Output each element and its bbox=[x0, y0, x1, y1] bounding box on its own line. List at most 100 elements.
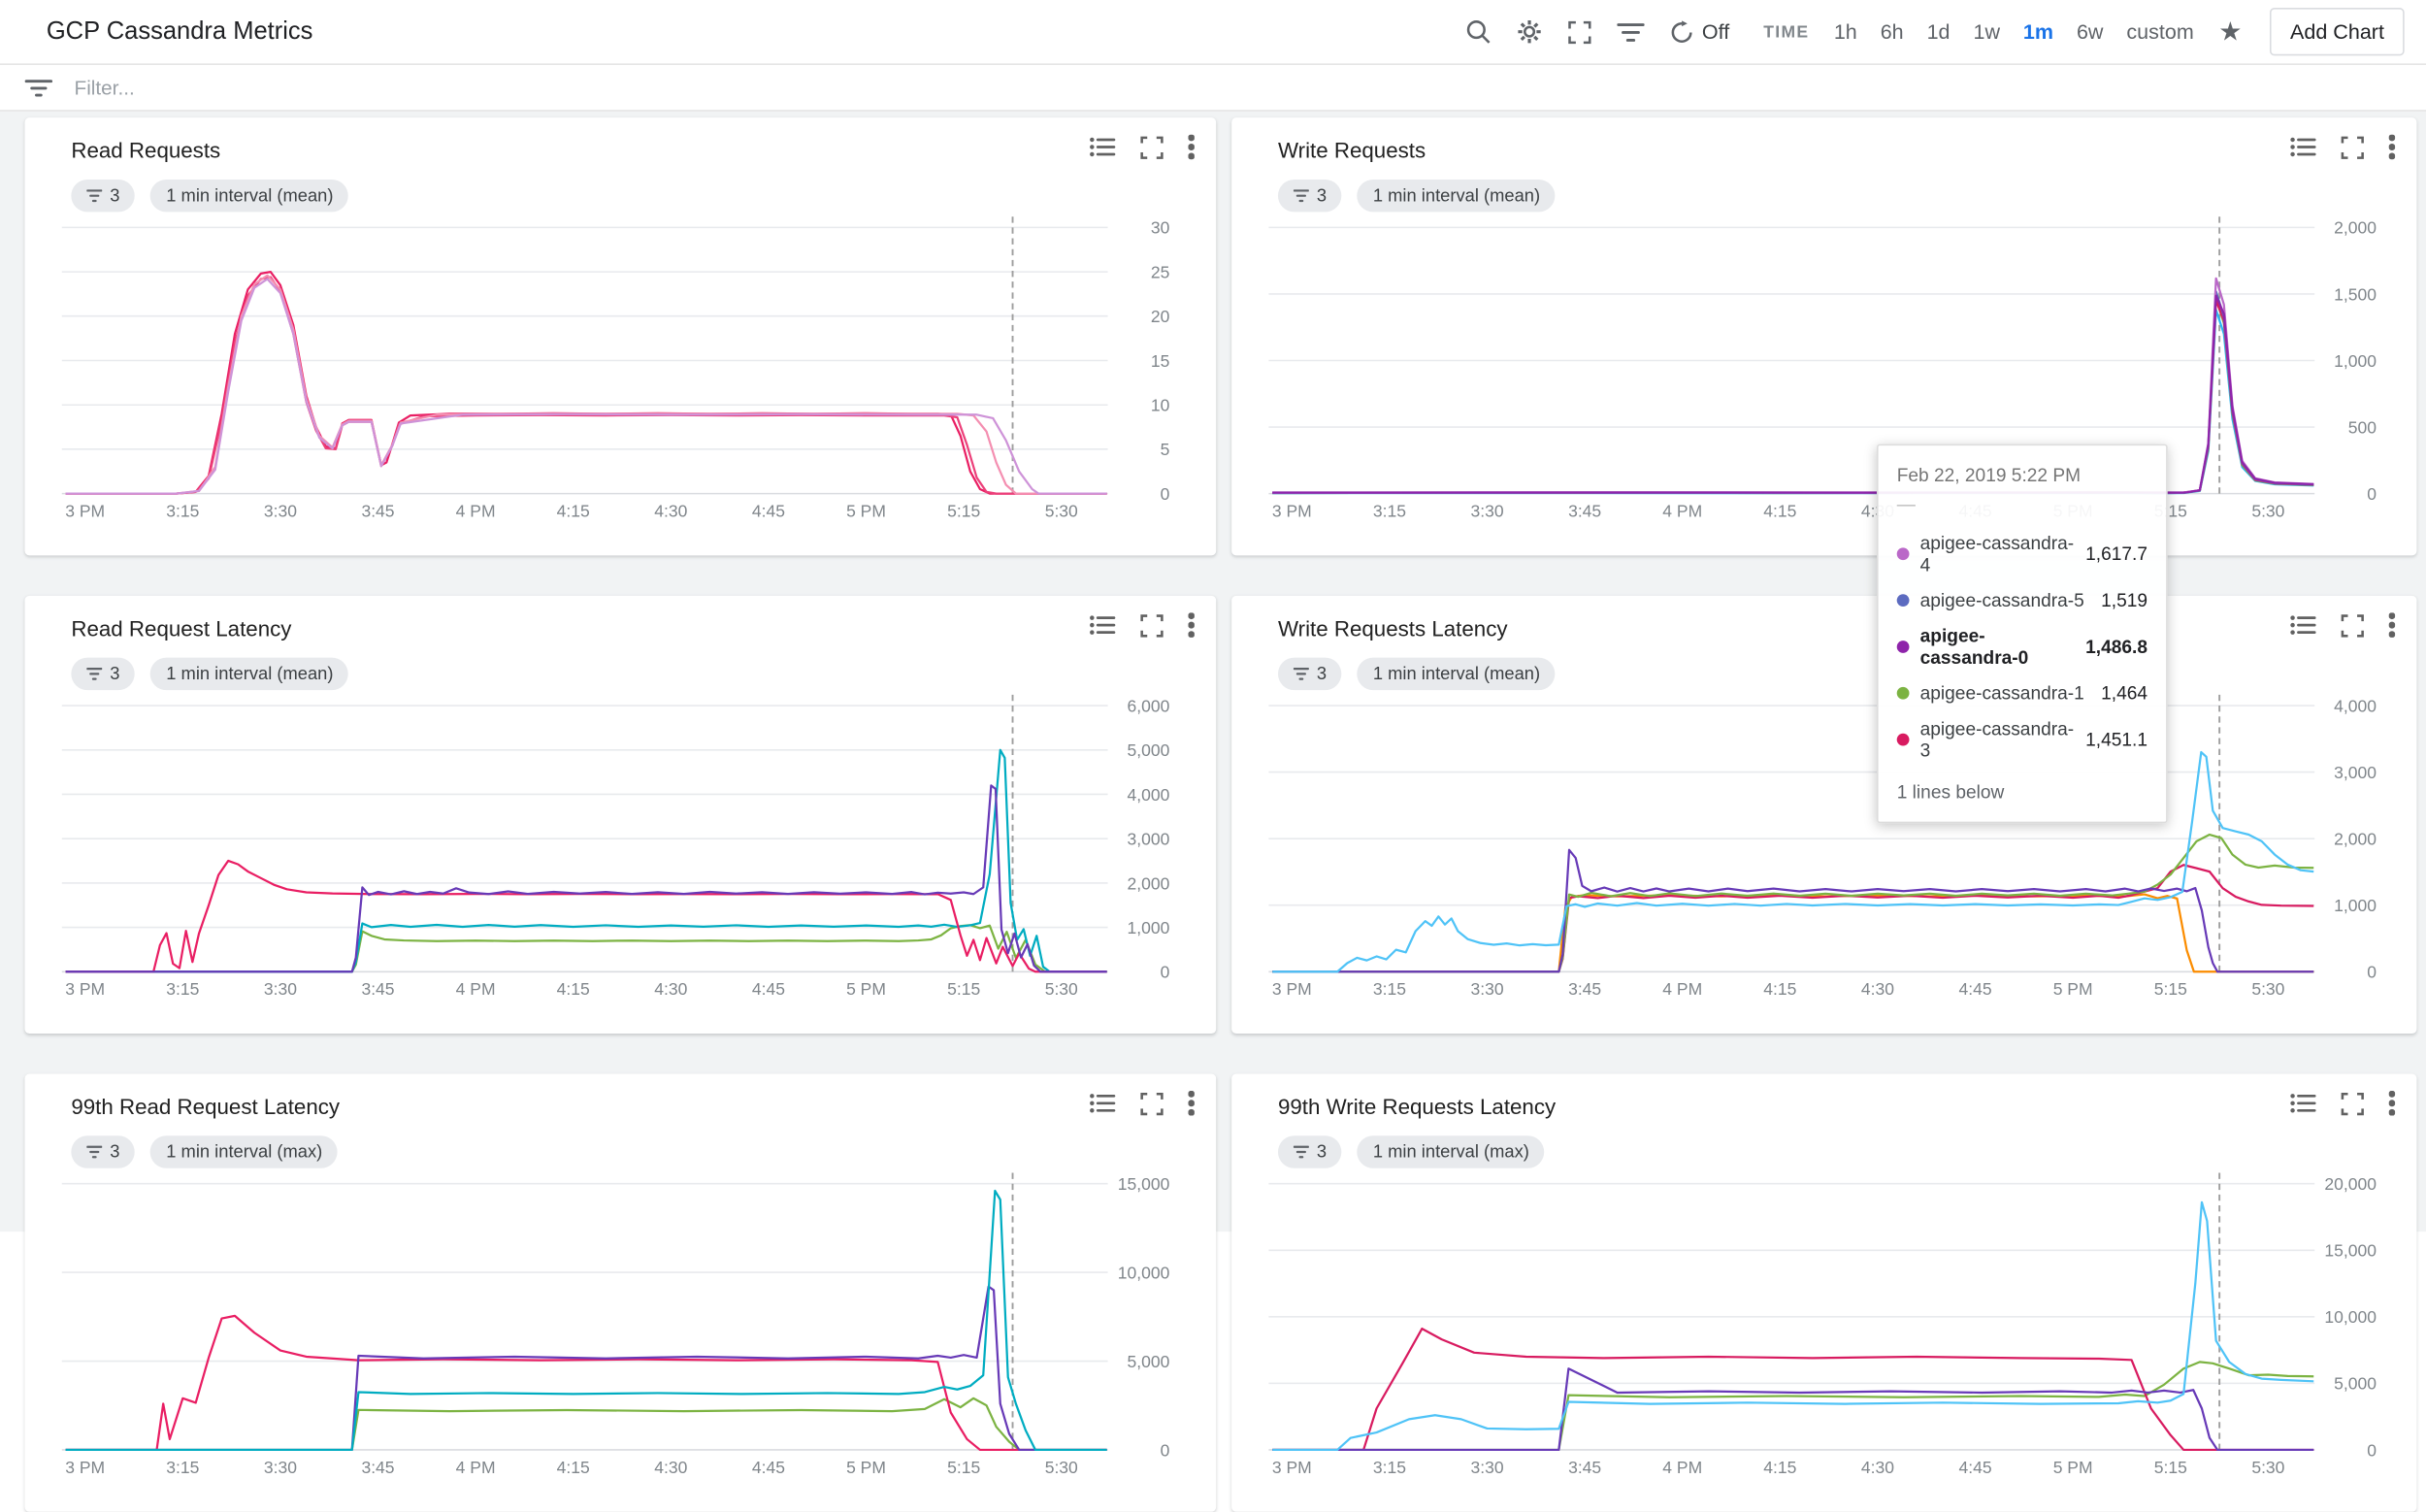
filter-input[interactable] bbox=[71, 74, 2402, 101]
chart-card: 99th Read Request Latency 3 1 min int bbox=[24, 1073, 1217, 1512]
chart-expand-icon[interactable] bbox=[1140, 135, 1164, 159]
chip-filter-icon bbox=[1293, 189, 1309, 203]
fullscreen-icon[interactable] bbox=[1567, 19, 1592, 45]
refresh-state-label: Off bbox=[1701, 19, 1730, 44]
svg-text:4:45: 4:45 bbox=[1959, 1458, 1992, 1477]
chart-plot[interactable]: 0 1,000 2,000 3,000 4,000 3 PM 3:15 3:30 3:45 4 P… bbox=[1247, 692, 2398, 1002]
chart-card-actions bbox=[2290, 612, 2396, 638]
svg-text:0: 0 bbox=[1161, 484, 1170, 504]
svg-text:4:45: 4:45 bbox=[752, 502, 785, 521]
monitoring-dashboard: GCP Cassandra Metrics bbox=[0, 0, 2426, 1477]
chart-chips: 3 1 min interval (mean) bbox=[71, 657, 349, 691]
svg-text:5 PM: 5 PM bbox=[2053, 1458, 2093, 1477]
tooltip-row: apigee-cassandra-1 1,464 bbox=[1896, 682, 2147, 704]
settings-gear-icon[interactable] bbox=[1517, 18, 1543, 45]
svg-text:30: 30 bbox=[1151, 218, 1170, 238]
interval-chip[interactable]: 1 min interval (mean) bbox=[1357, 179, 1557, 213]
chart-expand-icon[interactable] bbox=[2341, 613, 2364, 637]
chart-legend-icon[interactable] bbox=[2290, 136, 2316, 157]
interval-chip[interactable]: 1 min interval (max) bbox=[1357, 1135, 1545, 1168]
svg-text:3:45: 3:45 bbox=[361, 502, 394, 521]
favorite-star-icon[interactable]: ★ bbox=[2218, 16, 2243, 47]
svg-text:4:30: 4:30 bbox=[654, 502, 687, 521]
chart-plot[interactable]: 0 500 1,000 1,500 2,000 3 PM 3:15 3:30 3:45 4 PM 4… bbox=[1247, 214, 2398, 523]
auto-refresh-toggle[interactable]: Off bbox=[1669, 19, 1729, 45]
chart-plot[interactable]: 0 5,000 10,000 15,000 20,000 3 PM 3:15 3:30 3:45… bbox=[1247, 1169, 2398, 1479]
time-range-custom[interactable]: custom bbox=[2126, 19, 2194, 44]
chart-title: Write Requests bbox=[1277, 137, 1426, 163]
chart-more-options-icon[interactable] bbox=[1188, 1091, 1195, 1116]
chart-expand-icon[interactable] bbox=[2341, 1092, 2364, 1115]
filter-count-chip[interactable]: 3 bbox=[71, 657, 136, 691]
filter-count-chip[interactable]: 3 bbox=[71, 1135, 136, 1168]
chart-legend-icon[interactable] bbox=[2290, 614, 2316, 636]
svg-text:4:15: 4:15 bbox=[1763, 1458, 1796, 1477]
svg-text:0: 0 bbox=[2367, 484, 2377, 504]
chart-chips: 3 1 min interval (max) bbox=[1277, 1135, 1545, 1168]
chart-expand-icon[interactable] bbox=[1140, 613, 1164, 637]
svg-text:3 PM: 3 PM bbox=[65, 1458, 105, 1477]
svg-text:4,000: 4,000 bbox=[1128, 785, 1170, 805]
chart-chips: 3 1 min interval (mean) bbox=[71, 179, 349, 213]
svg-text:3,000: 3,000 bbox=[1128, 830, 1170, 849]
series-value: 1,519 bbox=[2101, 589, 2148, 611]
svg-text:3 PM: 3 PM bbox=[65, 502, 105, 521]
svg-text:10,000: 10,000 bbox=[2324, 1307, 2377, 1327]
series-apigee-cassandra-0 bbox=[1272, 848, 2314, 973]
refresh-icon bbox=[1669, 19, 1694, 45]
svg-text:4 PM: 4 PM bbox=[456, 1458, 496, 1477]
chip-filter-icon bbox=[1293, 1145, 1309, 1159]
filter-count-label: 3 bbox=[1316, 186, 1328, 206]
time-range-6w[interactable]: 6w bbox=[2076, 19, 2104, 44]
time-range-1m[interactable]: 1m bbox=[2022, 19, 2054, 44]
svg-text:5:30: 5:30 bbox=[2251, 979, 2284, 999]
add-chart-button[interactable]: Add Chart bbox=[2270, 7, 2405, 56]
series-apigee-cassandra-1 bbox=[1272, 1361, 2314, 1452]
chart-expand-icon[interactable] bbox=[1140, 1092, 1164, 1115]
filter-count-chip[interactable]: 3 bbox=[1277, 1135, 1342, 1168]
chart-card-actions bbox=[1089, 612, 1195, 638]
series-value: 1,451.1 bbox=[2085, 728, 2148, 751]
filter-count-chip[interactable]: 3 bbox=[71, 179, 136, 213]
chart-legend-icon[interactable] bbox=[2290, 1093, 2316, 1114]
svg-text:3,000: 3,000 bbox=[2334, 763, 2377, 782]
filter-count-label: 3 bbox=[1316, 664, 1328, 683]
filter-count-chip[interactable]: 3 bbox=[1277, 179, 1342, 213]
chart-plot[interactable]: 0 5,000 10,000 15,000 3 PM 3:15 3:30 3:45 4 PM 4:… bbox=[40, 1169, 1191, 1479]
tooltip-row: apigee-cassandra-0 1,486.8 bbox=[1896, 625, 2147, 669]
time-range-1h[interactable]: 1h bbox=[1833, 19, 1857, 44]
chart-legend-icon[interactable] bbox=[1089, 614, 1116, 636]
time-range-1d[interactable]: 1d bbox=[1926, 19, 1951, 44]
chart-legend-icon[interactable] bbox=[1089, 1093, 1116, 1114]
time-range-6h[interactable]: 6h bbox=[1880, 19, 1904, 44]
interval-chip[interactable]: 1 min interval (max) bbox=[150, 1135, 339, 1168]
svg-text:5 PM: 5 PM bbox=[846, 502, 886, 521]
chart-more-options-icon[interactable] bbox=[1188, 612, 1195, 638]
svg-text:1,500: 1,500 bbox=[2334, 284, 2377, 304]
svg-text:5:15: 5:15 bbox=[947, 1458, 980, 1477]
chart-plot[interactable]: 0 1,000 2,000 3,000 4,000 5,000 6,000 3 PM 3:15 3… bbox=[40, 692, 1191, 1002]
chart-title: 99th Read Request Latency bbox=[71, 1094, 341, 1119]
chart-more-options-icon[interactable] bbox=[2388, 134, 2396, 160]
time-range-1w[interactable]: 1w bbox=[1973, 19, 2000, 44]
search-icon[interactable] bbox=[1465, 18, 1492, 45]
series-name: apigee-cassandra-3 bbox=[1919, 717, 2075, 762]
chart-chips: 3 1 min interval (mean) bbox=[1277, 179, 1557, 213]
svg-text:6,000: 6,000 bbox=[1128, 696, 1170, 715]
interval-chip[interactable]: 1 min interval (mean) bbox=[1357, 657, 1557, 691]
chart-more-options-icon[interactable] bbox=[2388, 612, 2396, 638]
svg-text:4,000: 4,000 bbox=[2334, 696, 2377, 715]
chart-title: 99th Write Requests Latency bbox=[1277, 1094, 1557, 1119]
svg-text:4:15: 4:15 bbox=[557, 502, 590, 521]
chart-expand-icon[interactable] bbox=[2341, 135, 2364, 159]
chart-more-options-icon[interactable] bbox=[1188, 134, 1195, 160]
svg-text:2,000: 2,000 bbox=[1128, 873, 1170, 893]
filter-count-chip[interactable]: 3 bbox=[1277, 657, 1342, 691]
chart-more-options-icon[interactable] bbox=[2388, 1091, 2396, 1116]
interval-chip[interactable]: 1 min interval (mean) bbox=[150, 179, 349, 213]
chart-plot[interactable]: 0 5 10 15 20 25 30 3 PM 3:15 3:30 3:45 4 PM 4:15 4:30… bbox=[40, 214, 1191, 523]
interval-chip[interactable]: 1 min interval (mean) bbox=[150, 657, 349, 691]
chart-legend-icon[interactable] bbox=[1089, 136, 1116, 157]
chart-title: Read Request Latency bbox=[71, 615, 292, 641]
filter-list-icon[interactable] bbox=[1617, 21, 1645, 43]
